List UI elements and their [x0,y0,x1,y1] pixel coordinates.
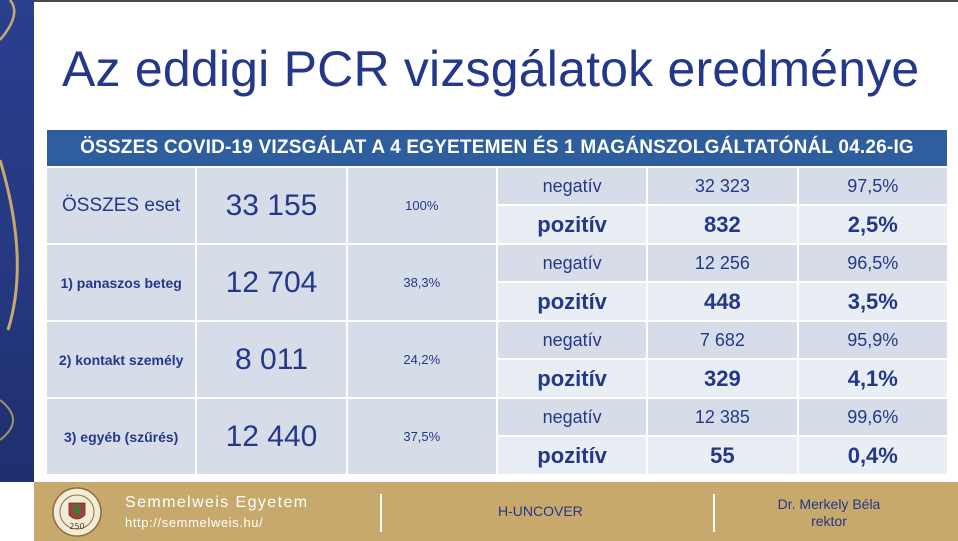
table-row: 1) panaszos beteg 12 704 38,3% negatív 1… [47,245,947,320]
group-percent: 24,2% [347,322,496,397]
positive-count: 55 [648,437,797,474]
pcr-results-table: ÖSSZES COVID-19 VIZSGÁLAT A 4 EGYETEMEN … [45,128,949,476]
gold-arc-decoration [0,0,19,441]
project-name: H-UNCOVER [498,503,583,519]
negative-label: negatív [497,322,647,358]
footer-bar: 250 Semmelweis Egyetem http://semmelweis… [34,482,958,541]
group-percent: 38,3% [347,245,496,320]
positive-count: 832 [648,206,797,243]
positive-percent: 3,5% [798,283,947,320]
decorative-side-band [0,0,34,482]
group-percent: 100% [347,168,496,243]
group-total: 8 011 [197,322,346,397]
positive-count: 329 [648,360,797,397]
positive-label: pozitív [497,283,647,320]
negative-count: 32 323 [648,168,797,204]
negative-count: 12 385 [648,399,797,435]
university-url[interactable]: http://semmelweis.hu/ [125,515,264,530]
positive-percent: 2,5% [798,206,947,243]
group-label: 2) kontakt személy [47,322,196,397]
table-row: pozitív 832 2,5% [47,206,947,243]
group-label: 3) egyéb (szűrés) [47,399,196,474]
footer-divider [713,494,715,532]
positive-percent: 0,4% [798,437,947,474]
negative-label: negatív [497,399,647,435]
table-header: ÖSSZES COVID-19 VIZSGÁLAT A 4 EGYETEMEN … [47,130,947,166]
group-total: 33 155 [197,168,346,243]
positive-count: 448 [648,283,797,320]
positive-label: pozitív [497,206,647,243]
group-label: 1) panaszos beteg [47,245,196,320]
rector-title: rektor [811,513,847,529]
table-row: pozitív 329 4,1% [47,360,947,397]
slide-title: Az eddigi PCR vizsgálatok eredménye [62,41,920,97]
group-total: 12 440 [197,399,346,474]
positive-label: pozitív [497,437,647,474]
group-percent: 37,5% [347,399,496,474]
negative-percent: 97,5% [798,168,947,204]
top-border-line [34,0,958,2]
table-row: ÖSSZES eset 33 155 100% negatív 32 323 9… [47,168,947,243]
negative-count: 7 682 [648,322,797,358]
negative-percent: 99,6% [798,399,947,435]
negative-label: negatív [497,168,647,204]
rector-name: Dr. Merkely Béla [777,496,881,512]
group-label: ÖSSZES eset [47,168,196,243]
table-row: pozitív 448 3,5% [47,283,947,320]
negative-percent: 96,5% [798,245,947,281]
rector-block: Dr. Merkely Béla rektor [744,496,914,530]
university-name: Semmelweis Egyetem [125,494,309,511]
footer-divider [380,494,382,532]
negative-count: 12 256 [648,245,797,281]
group-total: 12 704 [197,245,346,320]
svg-text:250: 250 [69,522,84,531]
table-row: 3) egyéb (szűrés) 12 440 37,5% negatív 1… [47,399,947,474]
university-seal-icon: 250 [52,487,102,537]
positive-percent: 4,1% [798,360,947,397]
negative-label: negatív [497,245,647,281]
positive-label: pozitív [497,360,647,397]
negative-percent: 95,9% [798,322,947,358]
table-row: 2) kontakt személy 8 011 24,2% negatív 7… [47,322,947,397]
table-row: pozitív 55 0,4% [47,437,947,474]
